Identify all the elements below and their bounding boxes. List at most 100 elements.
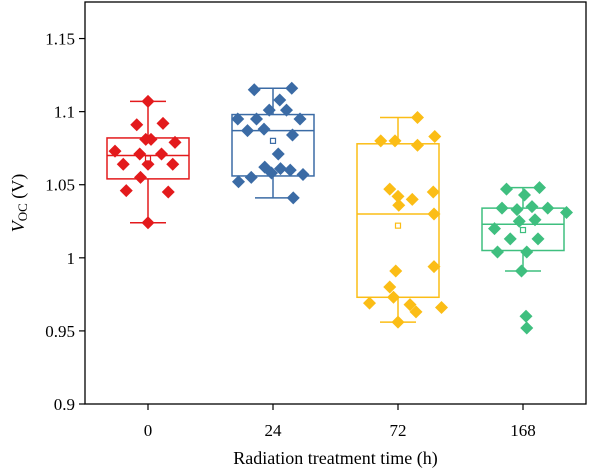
data-point: [427, 207, 441, 221]
y-axis-title: VOC (V): [8, 174, 30, 233]
mean-marker: [519, 226, 527, 234]
y-axis-title-unit: (V): [8, 174, 29, 204]
y-tick-label: 1: [67, 249, 76, 268]
series-group-168: [481, 181, 573, 335]
data-point: [391, 315, 405, 329]
data-point: [403, 298, 417, 312]
x-tick-label: 168: [510, 421, 536, 440]
data-point: [541, 201, 555, 215]
data-point: [383, 182, 397, 196]
data-point: [168, 135, 182, 149]
data-point: [363, 296, 376, 310]
data-point: [495, 201, 509, 215]
data-point: [296, 167, 310, 181]
data-point: [510, 203, 524, 217]
data-point: [512, 214, 526, 228]
data-point: [435, 301, 448, 315]
data-point: [392, 198, 406, 212]
data-point: [503, 232, 517, 246]
data-point: [374, 134, 388, 148]
data-point: [426, 185, 440, 199]
data-point: [515, 264, 528, 278]
data-point: [241, 124, 254, 138]
data-point: [134, 170, 147, 184]
data-point: [155, 147, 168, 161]
mean-marker: [269, 137, 277, 144]
data-point: [387, 290, 400, 304]
x-tick-label: 0: [144, 421, 153, 440]
data-point: [491, 245, 504, 259]
data-point: [286, 128, 299, 142]
plot-elements: [106, 81, 573, 335]
data-point: [108, 144, 122, 158]
data-point: [389, 264, 403, 278]
data-point: [293, 112, 307, 126]
data-point: [560, 206, 573, 220]
x-axis-title: Radiation treatment time (h): [233, 448, 437, 469]
data-point: [274, 162, 287, 176]
data-point: [280, 103, 293, 117]
data-point: [166, 157, 180, 171]
y-tick-label: 0.95: [45, 322, 75, 341]
data-point: [231, 112, 245, 126]
data-point: [262, 103, 276, 117]
x-tick-label: 24: [265, 421, 283, 440]
data-point: [427, 260, 441, 274]
data-point: [528, 213, 542, 227]
data-point: [525, 200, 539, 214]
y-tick-label: 1.15: [45, 30, 75, 49]
data-point: [500, 182, 513, 196]
data-point: [244, 170, 258, 184]
data-point: [265, 166, 278, 180]
data-point: [533, 181, 546, 195]
data-point: [119, 184, 133, 198]
box-iqr: [231, 113, 315, 177]
y-tick-label: 1.05: [45, 176, 75, 195]
data-point: [247, 83, 261, 97]
data-point: [144, 132, 158, 146]
data-point: [411, 110, 424, 124]
data-point: [428, 129, 442, 143]
data-point: [520, 321, 534, 335]
plot-frame: [84, 1, 587, 405]
mean-marker: [394, 222, 402, 229]
data-point: [156, 116, 170, 130]
data-point: [488, 222, 501, 236]
data-point: [285, 81, 299, 95]
data-point: [232, 175, 245, 189]
series-group-0: [106, 94, 190, 230]
data-point: [518, 188, 531, 202]
data-point: [273, 93, 287, 107]
data-point: [411, 138, 424, 152]
data-point: [283, 163, 297, 177]
x-tick-label: 72: [390, 421, 407, 440]
data-point: [383, 280, 397, 294]
y-tick-label: 1.1: [54, 103, 75, 122]
y-axis-title-main: V: [8, 219, 28, 232]
y-axis: 0.9 0.95 1 1.05 1.1 1.15: [45, 30, 85, 414]
series-group-72: [356, 110, 448, 329]
data-point: [286, 191, 300, 205]
data-point: [141, 216, 155, 230]
data-point: [388, 134, 402, 148]
data-point: [391, 189, 405, 203]
x-axis: 0 24 72 168: [144, 404, 536, 440]
data-point: [130, 118, 144, 132]
data-point: [271, 147, 285, 161]
data-point: [520, 245, 534, 259]
series-group-24: [231, 81, 315, 205]
y-tick-label: 0.9: [54, 395, 75, 414]
mean-marker: [144, 155, 152, 162]
data-point: [116, 157, 130, 171]
y-axis-title-subscript: OC: [15, 203, 30, 221]
data-point: [161, 185, 175, 199]
data-point: [250, 112, 263, 126]
data-point: [531, 232, 545, 246]
data-point: [141, 157, 155, 171]
data-point: [141, 94, 155, 108]
data-point: [257, 122, 271, 136]
data-point: [519, 309, 533, 323]
data-point: [133, 147, 147, 161]
data-point: [409, 305, 423, 319]
